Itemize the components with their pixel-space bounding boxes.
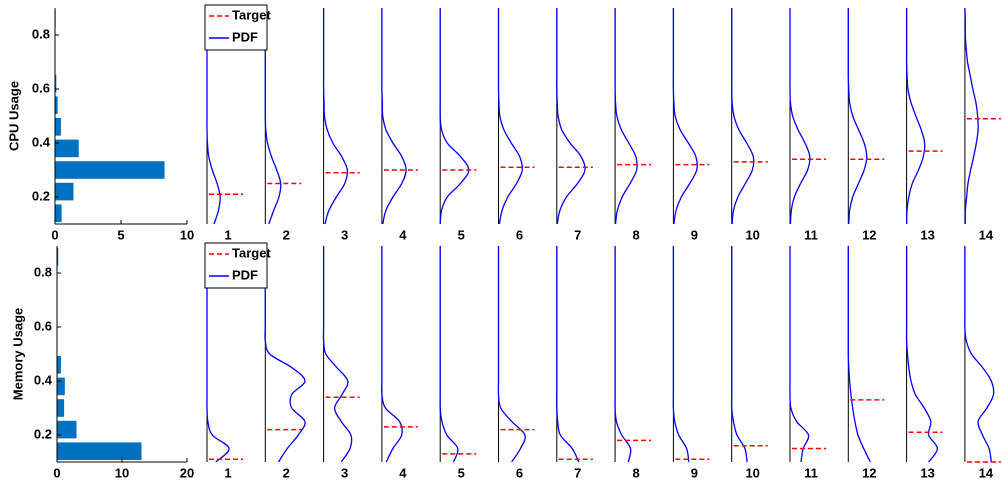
pdf-curve	[905, 8, 926, 225]
pdf-curve	[439, 246, 459, 463]
panel-label: 2	[283, 227, 290, 242]
histogram-bar	[55, 182, 74, 201]
panel-label: 10	[745, 465, 759, 480]
histogram-bar	[57, 248, 59, 266]
y-tick-label: 0.8	[32, 26, 50, 41]
panel-label: 8	[632, 227, 639, 242]
panel-label: 6	[516, 227, 523, 242]
pdf-curve	[672, 246, 690, 463]
legend-box	[204, 4, 268, 51]
x-tick-label: 5	[117, 227, 124, 242]
panel-label: 4	[399, 465, 407, 480]
panel-label: 3	[341, 465, 348, 480]
x-tick-label: 10	[180, 227, 194, 242]
histogram-bar	[57, 399, 65, 417]
pdf-curve	[556, 246, 580, 463]
panel-label: 11	[804, 465, 818, 480]
histogram-bar	[55, 96, 58, 114]
legend-label: Target	[232, 7, 271, 22]
pdf-curve	[731, 8, 755, 225]
y-tick-label: 0.4	[34, 372, 53, 387]
pdf-curve	[789, 246, 810, 463]
panel-label: 9	[691, 227, 698, 242]
x-tick-label: 20	[180, 465, 194, 480]
pdf-curve	[847, 246, 871, 463]
pdf-curve	[322, 8, 349, 225]
panel-label: 13	[920, 465, 934, 480]
panel-label: 8	[632, 465, 639, 480]
pdf-curve	[789, 8, 811, 225]
x-tick-label: 0	[53, 465, 60, 480]
panel-label: 9	[691, 465, 698, 480]
pdf-curve	[847, 8, 868, 225]
panel-label: 5	[458, 465, 465, 480]
pdf-curve	[614, 8, 638, 225]
panel-label: 11	[804, 227, 818, 242]
pdf-curve	[905, 246, 939, 463]
histogram-bar	[55, 74, 57, 93]
panel-label: 2	[283, 465, 290, 480]
panel-label: 14	[979, 227, 994, 242]
legend-label: Target	[232, 245, 271, 260]
histogram-bar	[57, 442, 142, 460]
y-tick-label: 0.8	[34, 264, 52, 279]
histogram-bar	[55, 161, 165, 179]
pdf-curve	[730, 246, 748, 463]
y-tick-label: 0.4	[32, 134, 51, 149]
pdf-curve	[672, 8, 698, 225]
legend-label: PDF	[232, 29, 258, 44]
pdf-curve	[322, 246, 353, 463]
histogram-bar	[55, 118, 61, 136]
panel-label: 3	[341, 227, 348, 242]
pdf-curve	[264, 8, 282, 225]
panel-label: 10	[745, 227, 759, 242]
pdf-curve	[964, 246, 995, 463]
x-tick-label: 0	[51, 227, 58, 242]
y-tick-label: 0.2	[32, 188, 50, 203]
histogram-bar	[55, 204, 62, 222]
pdf-curve	[556, 8, 586, 225]
panel-label: 7	[574, 227, 581, 242]
x-tick-label: 10	[115, 465, 129, 480]
y-tick-label: 0.6	[34, 318, 52, 333]
histogram-bar	[57, 377, 65, 396]
histogram-bar	[55, 139, 79, 158]
pdf-curve	[497, 246, 526, 463]
pdf-curve	[497, 8, 524, 225]
legend-box	[204, 242, 268, 289]
histogram-bar	[57, 356, 61, 374]
panel-label: 14	[979, 465, 994, 480]
y-axis-label: CPU Usage	[6, 81, 21, 151]
panel-label: 7	[574, 465, 581, 480]
panel-label: 1	[224, 227, 231, 242]
panel-label: 13	[920, 227, 934, 242]
y-tick-label: 0.6	[32, 80, 50, 95]
legend-label: PDF	[232, 267, 258, 282]
pdf-curve	[964, 7, 979, 225]
panel-label: 12	[862, 465, 876, 480]
panel-label: 1	[224, 465, 231, 480]
panel-label: 6	[516, 465, 523, 480]
panel-label: 5	[458, 227, 465, 242]
pdf-curve	[380, 246, 403, 463]
pdf-curve	[381, 8, 407, 225]
panel-label: 12	[862, 227, 876, 242]
panel-label: 4	[399, 227, 407, 242]
y-axis-label: Memory Usage	[10, 308, 25, 400]
y-tick-label: 0.2	[34, 426, 52, 441]
pdf-curve	[614, 246, 632, 463]
pdf-curve	[439, 8, 470, 225]
histogram-bar	[57, 420, 77, 439]
